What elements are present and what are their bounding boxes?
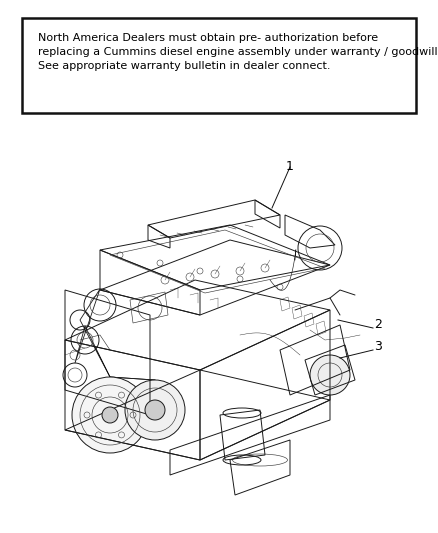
Bar (22, 18, 416, 113)
Circle shape (310, 355, 350, 395)
Circle shape (145, 400, 165, 420)
Text: North America Dealers must obtain pre- authorization before
replacing a Cummins : North America Dealers must obtain pre- a… (38, 33, 438, 71)
Text: 1: 1 (286, 160, 294, 174)
Text: 3: 3 (374, 341, 382, 353)
Circle shape (72, 377, 148, 453)
Text: 2: 2 (374, 319, 382, 332)
Circle shape (125, 380, 185, 440)
Circle shape (102, 407, 118, 423)
